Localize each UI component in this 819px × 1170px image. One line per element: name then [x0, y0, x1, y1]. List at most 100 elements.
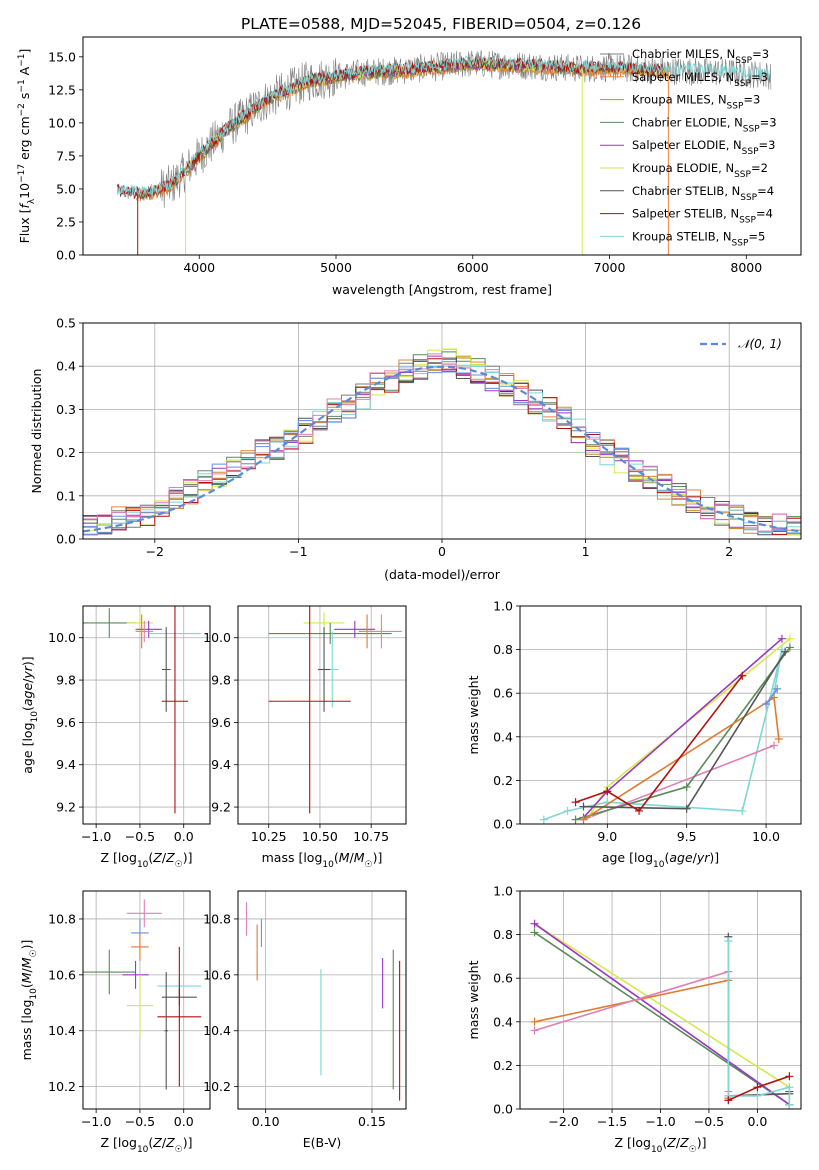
y-tick-label: 10.0: [48, 630, 76, 645]
y-tick-label: 0.5: [56, 316, 76, 331]
series-marker: [724, 1096, 733, 1105]
series-line: [762, 684, 782, 709]
series-marker: [530, 1017, 539, 1026]
x-tick-label: 4000: [183, 260, 215, 275]
error-bar-point: [161, 606, 189, 814]
model-spectrum-line: [116, 56, 664, 200]
series-marker: [682, 782, 691, 791]
series-path: [575, 675, 743, 812]
error-bar-point: [360, 614, 402, 649]
legend-entry: Kroupa STELIB, NSSP=5: [632, 229, 765, 248]
x-axis-label: Z [log10(Z/Z☉)]: [100, 850, 192, 870]
series-marker: [539, 815, 548, 824]
model-spectrum-line: [116, 55, 771, 198]
x-tick-label: 9.0: [597, 829, 617, 844]
series-marker: [753, 1083, 762, 1092]
series-marker: [738, 806, 747, 815]
y-tick-label: 15.0: [48, 49, 76, 64]
x-tick-label: 1: [582, 544, 590, 559]
x-tick-label: 10.75: [353, 829, 389, 844]
series-line: [579, 647, 790, 813]
plot-area: [116, 50, 772, 255]
y-axis-label: Flux [fλ10−17 erg cm−2 s−1 A−1]: [17, 49, 37, 244]
x-axis-label: (data-model)/error: [384, 567, 501, 582]
series-line: [571, 671, 747, 815]
y-tick-label: 9.4: [56, 757, 76, 772]
x-tick-label: 0.15: [358, 1114, 386, 1129]
y-tick-label: 10.0: [48, 115, 76, 130]
legend-entry: Chabrier ELODIE, NSSP=3: [632, 115, 777, 134]
y-tick-label: 0.1: [56, 488, 76, 503]
series-marker: [785, 634, 794, 643]
legend-entry: Salpeter MILES, NSSP=3: [632, 70, 768, 89]
x-tick-label: −2: [146, 544, 164, 559]
y-axis-label: mass [log10(M/M☉)]: [19, 940, 39, 1061]
histogram-step: [83, 353, 801, 532]
series-marker: [603, 787, 612, 796]
y-tick-label: 0.8: [493, 642, 513, 657]
x-tick-label: 0.0: [174, 829, 194, 844]
error-bar-point: [334, 620, 376, 638]
series-line: [539, 645, 786, 824]
x-tick-label: 8000: [730, 260, 762, 275]
series-marker: [774, 734, 783, 743]
error-bar-point: [126, 974, 154, 1037]
x-axis-label: age [log10(age/yr)]: [602, 850, 719, 870]
plot-area: [83, 899, 202, 1090]
y-tick-label: 10.0: [203, 630, 231, 645]
y-tick-label: 9.2: [211, 800, 231, 815]
x-tick-label: −0.5: [694, 1114, 724, 1129]
plot-area: [530, 919, 794, 1109]
y-tick-label: 0.6: [493, 686, 513, 701]
axes-frame: [82, 36, 802, 256]
plot-area: [245, 902, 401, 1101]
x-tick-label: −0.5: [125, 829, 155, 844]
error-bar-point: [122, 960, 149, 989]
figure-title: PLATE=0588, MJD=52045, FIBERID=0504, z=0…: [241, 15, 641, 33]
y-tick-label: 10.4: [203, 1023, 231, 1038]
series-path: [534, 923, 790, 1106]
x-tick-label: −1.0: [81, 1114, 111, 1129]
y-tick-label: 9.4: [211, 757, 231, 772]
plot-area: [539, 634, 794, 824]
series-line: [724, 937, 794, 1109]
y-tick-label: 7.5: [56, 148, 76, 163]
error-bar-point: [135, 620, 154, 642]
plot-area: [83, 606, 202, 814]
histogram-step: [83, 368, 801, 534]
series-path: [534, 923, 790, 1088]
series-marker: [785, 1083, 794, 1092]
y-tick-label: 0.0: [56, 248, 76, 263]
series-marker: [530, 919, 539, 928]
y-tick-label: 1.0: [493, 599, 513, 614]
x-tick-label: −1: [289, 544, 307, 559]
error-bar-point: [126, 899, 162, 928]
chart-panel-5: −1.0 −0.5 0.0 10.2 10.4 10.6 10.8 Z [log10(Z/Z☉…: [19, 890, 211, 1155]
axes-frame: [237, 605, 407, 825]
error-bar-point: [83, 949, 136, 995]
y-tick-label: 0.3: [56, 402, 76, 417]
y-tick-label: 10.8: [203, 911, 231, 926]
x-tick-label: 10.0: [752, 829, 780, 844]
series-marker: [579, 815, 588, 824]
series-marker: [785, 1100, 794, 1109]
series-marker: [635, 806, 644, 815]
y-tick-label: 0.4: [493, 729, 513, 744]
series-marker: [785, 1072, 794, 1081]
legend-entry: Kroupa MILES, NSSP=3: [632, 93, 760, 112]
axes-frame: [519, 605, 802, 825]
y-tick-label: 10.6: [203, 967, 231, 982]
y-tick-label: 10.8: [48, 911, 76, 926]
y-tick-label: 0.2: [493, 773, 513, 788]
series-marker: [785, 643, 794, 652]
series-marker: [530, 928, 539, 937]
x-tick-label: 0.10: [252, 1114, 280, 1129]
series-path: [765, 688, 778, 705]
y-axis-label: Normed distribution: [29, 369, 44, 494]
error-bar-point: [131, 932, 149, 961]
x-tick-label: −1.0: [645, 1114, 675, 1129]
x-axis-label: Z [log10(Z/Z☉)]: [614, 1135, 706, 1155]
legend-entry: Kroupa ELODIE, NSSP=2: [632, 161, 768, 180]
legend-entry: 𝒩(0, 1): [738, 337, 782, 351]
